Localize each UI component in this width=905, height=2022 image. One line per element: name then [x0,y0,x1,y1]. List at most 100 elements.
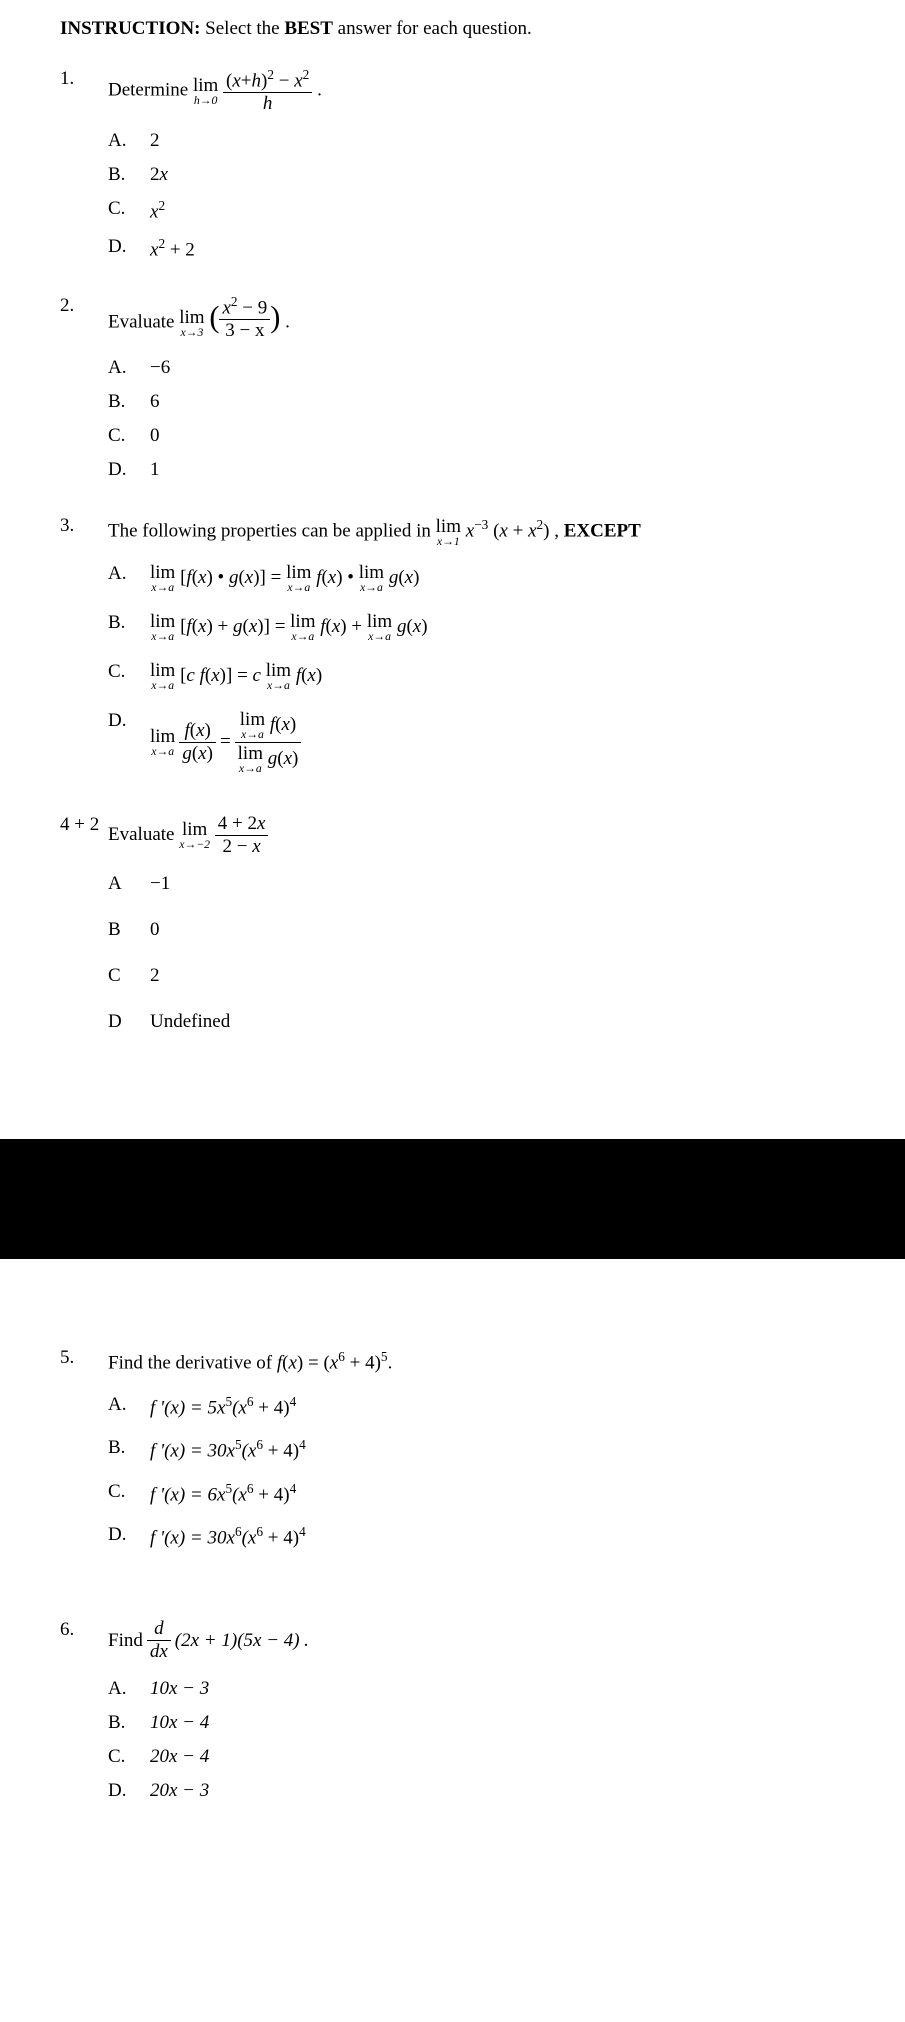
t: 6 [338,1349,345,1364]
choice-a: A. 2 [108,130,845,152]
t: = [271,567,286,588]
t: The following properties can be applied … [108,520,436,541]
t: 4 [290,1394,297,1409]
t: x→a [151,680,174,692]
choice-letter: C. [108,198,150,220]
t: f '(x) = 30x [150,1441,235,1462]
t: lim [150,563,175,582]
t: 5 [235,1437,242,1452]
fraction: (x+h)2 − x2 h [223,68,312,114]
choice-letter: D. [108,710,150,732]
choices: A. limx→a [f(x) • g(x)] = limx→a f(x) • … [108,563,845,774]
choices: A. f '(x) = 5x5(x6 + 4)4 B. f '(x) = 30x… [108,1394,845,1549]
t: lim [290,612,315,631]
t: x [528,520,536,541]
choice-value: 2x [150,164,845,186]
except-label: EXCEPT [564,520,641,541]
t: h [252,70,262,91]
question-number: 3. [60,515,108,792]
t: f '(x) = 6x [150,1484,225,1505]
choice-letter: A. [108,130,150,152]
t: x→a [287,582,310,594]
question-4: 4 + 2 Evaluate lim x→−2 4 + 2x 2 − x A−1… [60,814,845,1057]
choice-c: C.0 [108,425,845,447]
question-stem: Determine lim h→0 (x+h)2 − x2 h . [108,68,845,114]
d-dx: d dx [147,1619,171,1662]
den: 2 − x [215,836,269,857]
t: ) [207,743,213,764]
t: f '(x) = 5x [150,1397,225,1418]
question-body: Evaluate lim x→−2 4 + 2x 2 − x A−1 B0 C2… [108,814,845,1057]
choice-letter: C. [108,425,150,447]
choices: A. 2 B. 2x C. x2 D. x2 + 2 [108,130,845,261]
limit-expr: lim x→1 [436,517,461,548]
question-2: 2. Evaluate lim x→3 ( x2 − 9 3 − x ) . [60,295,845,493]
limit-expr: lim x→−2 [179,820,210,851]
choice-value: −1 [150,873,845,895]
lim: limx→a [266,661,291,692]
dot: . [317,79,322,100]
choice-value: 10x − 3 [150,1678,845,1700]
t: (x [242,1527,257,1548]
t: + 4) [254,1484,290,1505]
t: ) [543,520,549,541]
question-6: 6. Find d dx (2x + 1)(5x − 4). A.10x − 3… [60,1619,845,1802]
t: lim [150,727,175,746]
choice-letter: B. [108,612,150,634]
t: + 4 [345,1353,375,1374]
choice-b: B. 2x [108,164,845,186]
spacer [0,1079,905,1139]
t: x [288,1353,296,1374]
t: −3 [474,517,488,532]
t: x [198,743,206,764]
t: ) = ( [297,1353,330,1374]
t: + 2 [165,239,195,260]
choice-letter: B. [108,1437,150,1459]
t: x [405,567,413,588]
t: lim [367,612,392,631]
page: INSTRUCTION: Select the BEST answer for … [0,0,905,1057]
question-number: 4 + 2 [60,814,108,1057]
t: dx [147,1641,171,1662]
t: d [147,1619,171,1641]
t: 3 − x [225,320,264,341]
choice-c: C2 [108,965,845,987]
t: lim [150,661,175,680]
choices: A.−6 B.6 C.0 D.1 [108,357,845,481]
choice-c: C.20x − 4 [108,1746,845,1768]
t: lim [150,612,175,631]
den: g(x) [179,743,216,764]
choice-letter: D. [108,1524,150,1546]
t: = [275,616,290,637]
t: + [508,520,528,541]
t: x [257,813,265,834]
t: 2 [150,164,160,185]
choices: A−1 B0 C2 DUndefined [108,873,845,1033]
choice-c: C. limx→a [c f(x)] = c limx→a f(x) [108,661,845,692]
choice-b: B.10x − 4 [108,1712,845,1734]
frac-num: (x+h)2 − x2 [223,68,312,93]
choice-value: 0 [150,425,845,447]
t: x [222,297,230,318]
t: )] [253,567,266,588]
t: )] [257,616,270,637]
t: ) [290,714,296,735]
question-body: Evaluate lim x→3 ( x2 − 9 3 − x ) . A.−6 [108,295,845,493]
t: lim [240,710,265,729]
t: x→a [360,582,383,594]
fraction: x2 − 9 3 − x [219,295,270,341]
choice-value: f '(x) = 6x5(x6 + 4)4 [150,1481,845,1506]
question-stem: Find d dx (2x + 1)(5x − 4). [108,1619,308,1662]
page-2: 5. Find the derivative of f(x) = (x6 + 4… [0,1329,905,1802]
question-body: Determine lim h→0 (x+h)2 − x2 h . A. 2 [108,68,845,273]
choice-letter: A. [108,1678,150,1700]
black-band [0,1139,905,1259]
choice-value: 6 [150,391,845,413]
choice-letter: D. [108,1780,150,1802]
t: 6 [247,1481,254,1496]
t: ) • [206,567,228,588]
choice-value: x2 [150,198,845,223]
t: + 4) [254,1397,290,1418]
t: x→a [151,582,174,594]
frac-num: x2 − 9 [219,295,270,320]
